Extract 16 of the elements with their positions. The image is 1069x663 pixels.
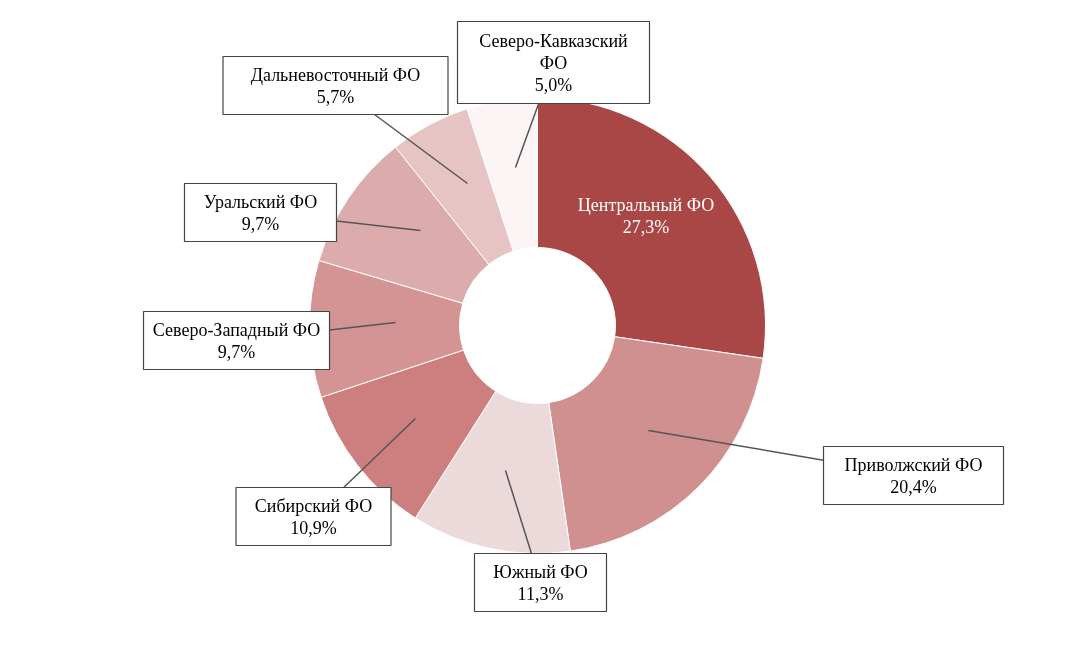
data-label: 5,7% <box>316 86 355 107</box>
data-label: 11,3% <box>517 583 564 604</box>
slice-label: Северо-Кавказский ФО <box>479 30 629 73</box>
slice-label: Сибирский ФО <box>254 495 373 516</box>
data-label: 27,3% <box>622 217 670 237</box>
slice-label: Приволжский ФО <box>844 454 983 475</box>
slice-label: Уральский ФО <box>203 191 318 212</box>
slice-label: Центральный ФО <box>577 195 715 215</box>
data-label: 20,4% <box>890 476 937 497</box>
data-label: 9,7% <box>241 213 280 234</box>
data-label: 9,7% <box>217 341 256 362</box>
slice-label: Северо-Западный ФО <box>152 319 321 340</box>
data-label: 10,9% <box>290 517 337 538</box>
data-label: 5,0% <box>534 74 573 95</box>
slice-label: Южный ФО <box>493 561 588 582</box>
slice-label: Дальневосточный ФО <box>250 64 421 85</box>
